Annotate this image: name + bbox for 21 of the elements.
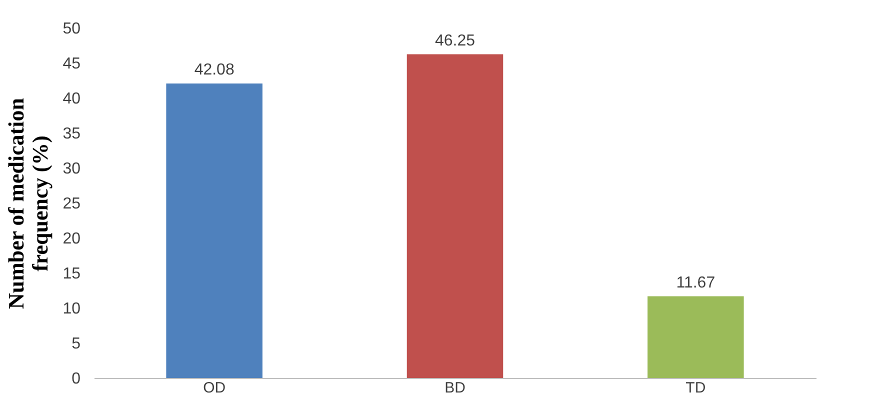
bar: [406, 54, 504, 378]
data-label: 42.08: [194, 61, 234, 78]
y-tick-label: 30: [62, 160, 81, 178]
y-tick-label: 25: [62, 196, 81, 212]
x-tick-label: OD: [203, 380, 226, 396]
y-tick-label: 50: [62, 20, 81, 38]
bar: [166, 83, 262, 378]
y-tick-label: 40: [62, 90, 81, 108]
x-tick-label: TD: [686, 380, 706, 396]
y-tick-label: 35: [62, 126, 81, 142]
y-tick-label: 45: [62, 56, 81, 72]
bar: [648, 296, 744, 378]
y-tick-label: 20: [62, 230, 81, 248]
data-label: 11.67: [676, 274, 716, 292]
x-tick-label: BD: [444, 380, 466, 396]
y-axis-title: Number of medication frequency (%): [4, 98, 53, 310]
y-tick-label: 15: [62, 266, 81, 282]
y-tick-label: 10: [62, 300, 81, 318]
data-label: 46.25: [434, 32, 476, 50]
y-tick-label: 5: [72, 336, 81, 352]
y-tick-label: 0: [72, 370, 81, 388]
